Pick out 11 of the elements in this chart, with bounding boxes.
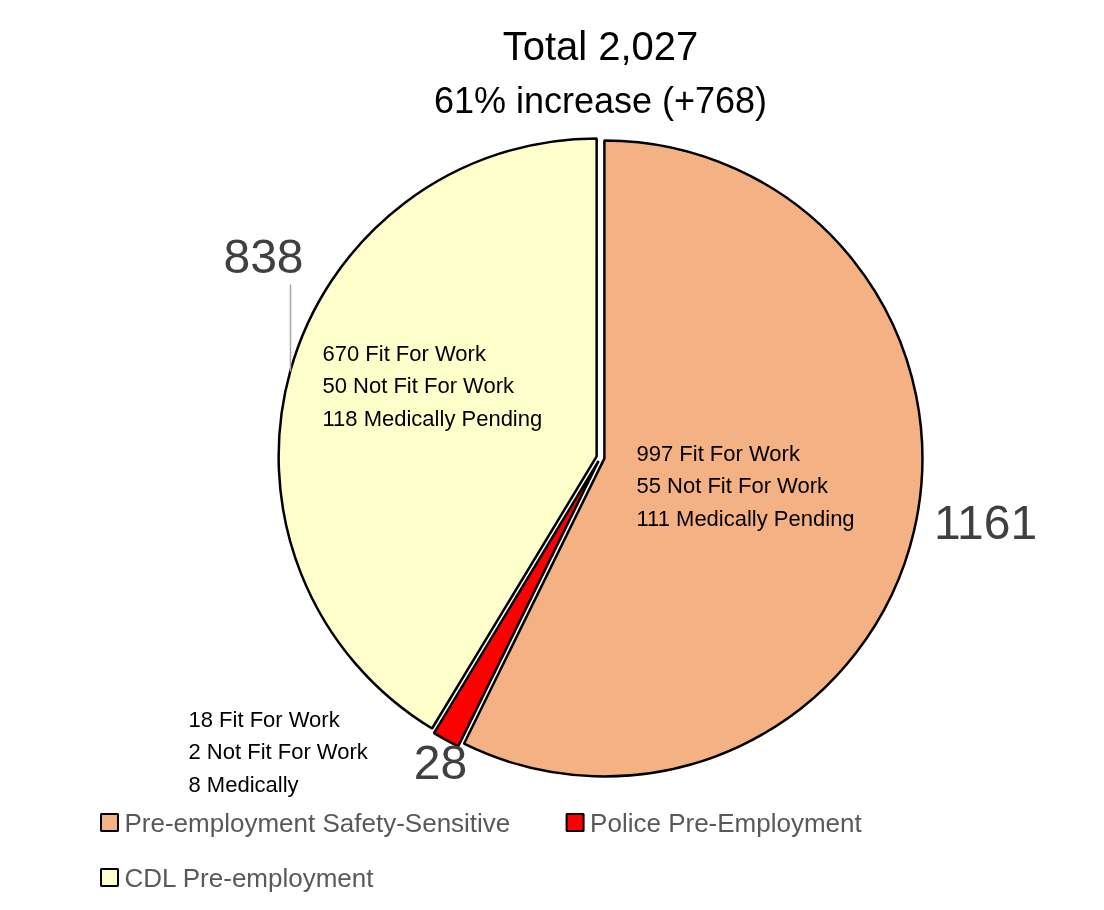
text: 670 Fit For Work 50 Not Fit For Work 118 Medically Pending [322, 340, 543, 431]
legend-label: Pre-employment Safety-Sensitive [124, 807, 511, 838]
text: 997 Fit For Work 55 Not Fit For Work 111 Medically Pending [636, 440, 855, 531]
text: 18 Fit For Work 2 Not Fit For Work 8 Medically [188, 706, 369, 797]
legend-label: Police Pre-Employment [590, 807, 863, 838]
data-label: 28 [413, 736, 468, 789]
legend-label: CDL Pre-employment [124, 862, 375, 893]
chart-subtitle: 61% increase (+768) [433, 80, 768, 121]
data-label: 1161 [933, 496, 1038, 549]
data-label: 838 [223, 230, 304, 283]
chart-title: Total 2,027 [502, 23, 699, 68]
